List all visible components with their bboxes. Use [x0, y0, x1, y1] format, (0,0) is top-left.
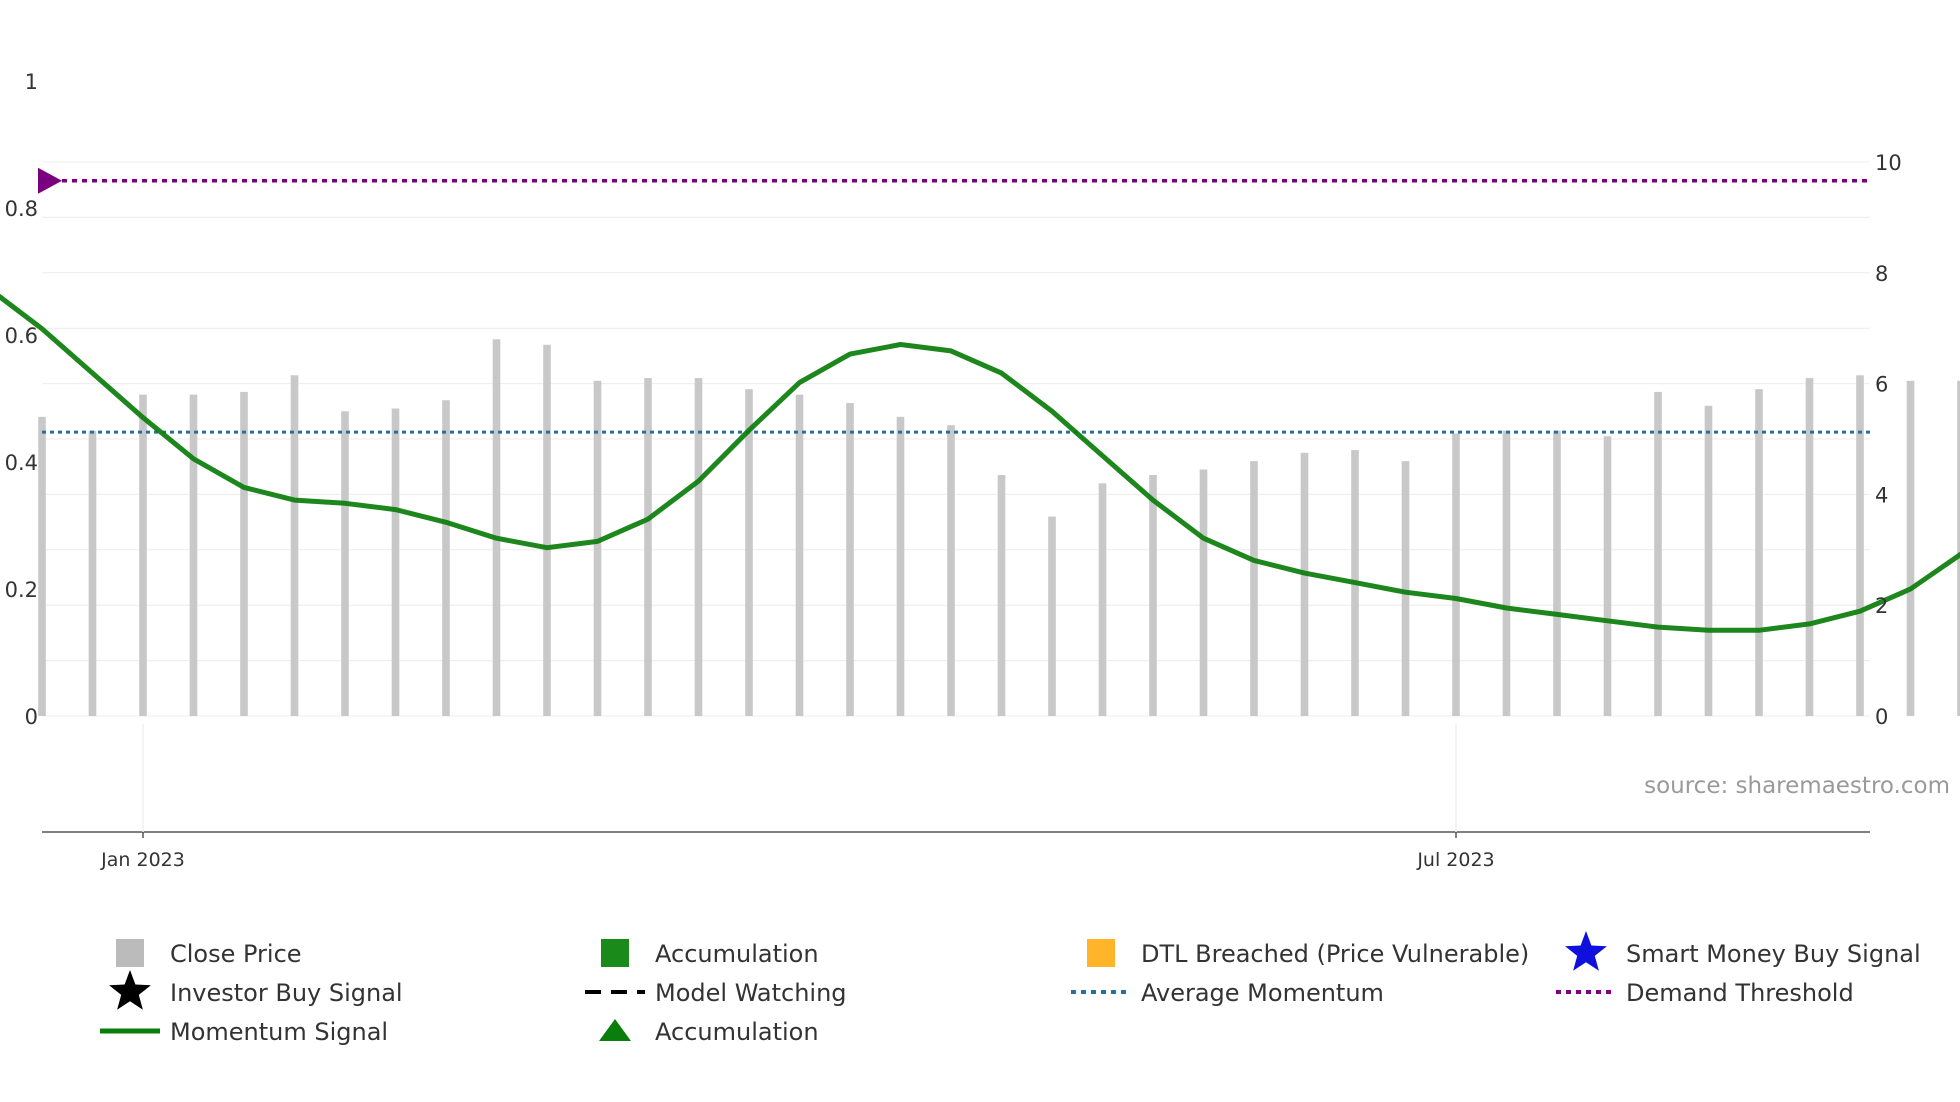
legend-item: Accumulation	[601, 939, 819, 968]
close-price-bar	[1553, 430, 1561, 716]
close-price-bar	[1401, 461, 1410, 716]
source-credit: source: sharemaestro.com	[1644, 773, 1950, 799]
y-left-tick-label: 0.6	[5, 324, 38, 348]
legend-label: Accumulation	[655, 940, 819, 968]
close-price-bar	[896, 416, 905, 716]
signal-lines	[0, 167, 1960, 633]
close-price-bar	[745, 389, 753, 716]
y-right-tick-label: 8	[1875, 262, 1888, 286]
y-right-tick-label: 6	[1875, 373, 1888, 397]
close-price-bar	[694, 378, 703, 716]
legend-triangle-icon	[599, 1019, 631, 1041]
close-price-bar	[88, 430, 97, 716]
legend-swatch	[116, 939, 144, 967]
y-left-tick-label: 1	[25, 70, 38, 94]
close-price-bar	[1957, 380, 1960, 716]
legend-item: Momentum Signal	[100, 1018, 388, 1046]
legend-label: Smart Money Buy Signal	[1626, 940, 1921, 968]
close-price-bar	[1755, 389, 1763, 716]
legend-label: Investor Buy Signal	[170, 979, 403, 1007]
legend: Close Price Accumulation DTL Breached (Pri…	[100, 931, 1921, 1046]
close-price-bar	[846, 402, 854, 716]
close-price-bar	[1098, 483, 1107, 716]
legend-label: Close Price	[170, 940, 302, 968]
legend-label: Model Watching	[655, 979, 847, 1007]
close-price-bar	[1502, 430, 1511, 716]
close-price-bar	[1856, 375, 1864, 716]
close-price-bars	[38, 339, 1960, 716]
close-price-bar	[1300, 452, 1309, 716]
legend-label: Demand Threshold	[1626, 979, 1854, 1007]
close-price-bar	[1906, 380, 1915, 716]
close-price-bar	[492, 339, 501, 716]
y-left-tick-label: 0.4	[5, 451, 38, 475]
y-right-tick-label: 4	[1875, 483, 1888, 507]
close-price-bar	[1149, 475, 1157, 716]
close-price-bar	[1250, 461, 1258, 716]
legend-item: Smart Money Buy Signal	[1565, 931, 1921, 971]
legend-item: Model Watching	[585, 979, 847, 1007]
close-price-bar	[391, 408, 400, 716]
gridlines	[42, 161, 1870, 717]
close-price-bar	[1704, 405, 1713, 716]
legend-item: Average Momentum	[1071, 979, 1384, 1007]
legend-item: Accumulation	[599, 1018, 819, 1046]
demand-threshold-marker	[38, 167, 62, 194]
legend-item: DTL Breached (Price Vulnerable)	[1087, 939, 1529, 968]
x-tick-label: Jul 2023	[1416, 849, 1494, 871]
close-price-bar	[1199, 469, 1208, 716]
legend-swatch	[1087, 939, 1115, 967]
close-price-bar	[1603, 436, 1612, 716]
close-price-bar	[1048, 516, 1056, 716]
momentum-signal-line	[0, 293, 1960, 633]
legend-star-icon	[109, 970, 151, 1010]
close-price-bar	[543, 344, 551, 716]
close-price-bar	[997, 475, 1006, 716]
close-price-bar	[1654, 391, 1662, 716]
legend-item: Demand Threshold	[1556, 979, 1854, 1007]
close-price-bar	[593, 380, 602, 716]
legend-label: Average Momentum	[1141, 979, 1384, 1007]
close-price-bar	[947, 425, 955, 716]
legend-label: Accumulation	[655, 1018, 819, 1046]
legend-label: DTL Breached (Price Vulnerable)	[1141, 940, 1529, 968]
y-left-tick-label: 0.8	[5, 197, 38, 221]
close-price-bar	[290, 375, 299, 716]
close-price-bar	[644, 378, 652, 716]
close-price-bar	[189, 394, 198, 716]
close-price-bar	[240, 391, 248, 716]
close-price-bar	[442, 400, 450, 716]
close-price-bar	[139, 394, 147, 716]
close-price-bar	[1452, 433, 1460, 716]
x-tick-label: Jan 2023	[100, 849, 185, 871]
legend-star-icon	[1565, 931, 1607, 971]
y-right-tick-label: 10	[1875, 151, 1902, 175]
legend-item: Close Price	[116, 939, 302, 968]
y-right-tick-label: 0	[1875, 705, 1888, 729]
y-left-tick-label: 0.2	[5, 578, 38, 602]
y-left-tick-label: 0	[25, 705, 38, 729]
y-right-tick-label: 2	[1875, 594, 1888, 618]
legend-swatch	[601, 939, 629, 967]
legend-label: Momentum Signal	[170, 1018, 388, 1046]
close-price-bar	[795, 394, 804, 716]
close-price-bar	[38, 416, 46, 716]
close-price-bar	[341, 411, 349, 716]
legend-item: Investor Buy Signal	[109, 970, 403, 1010]
close-price-bar	[1805, 378, 1814, 716]
